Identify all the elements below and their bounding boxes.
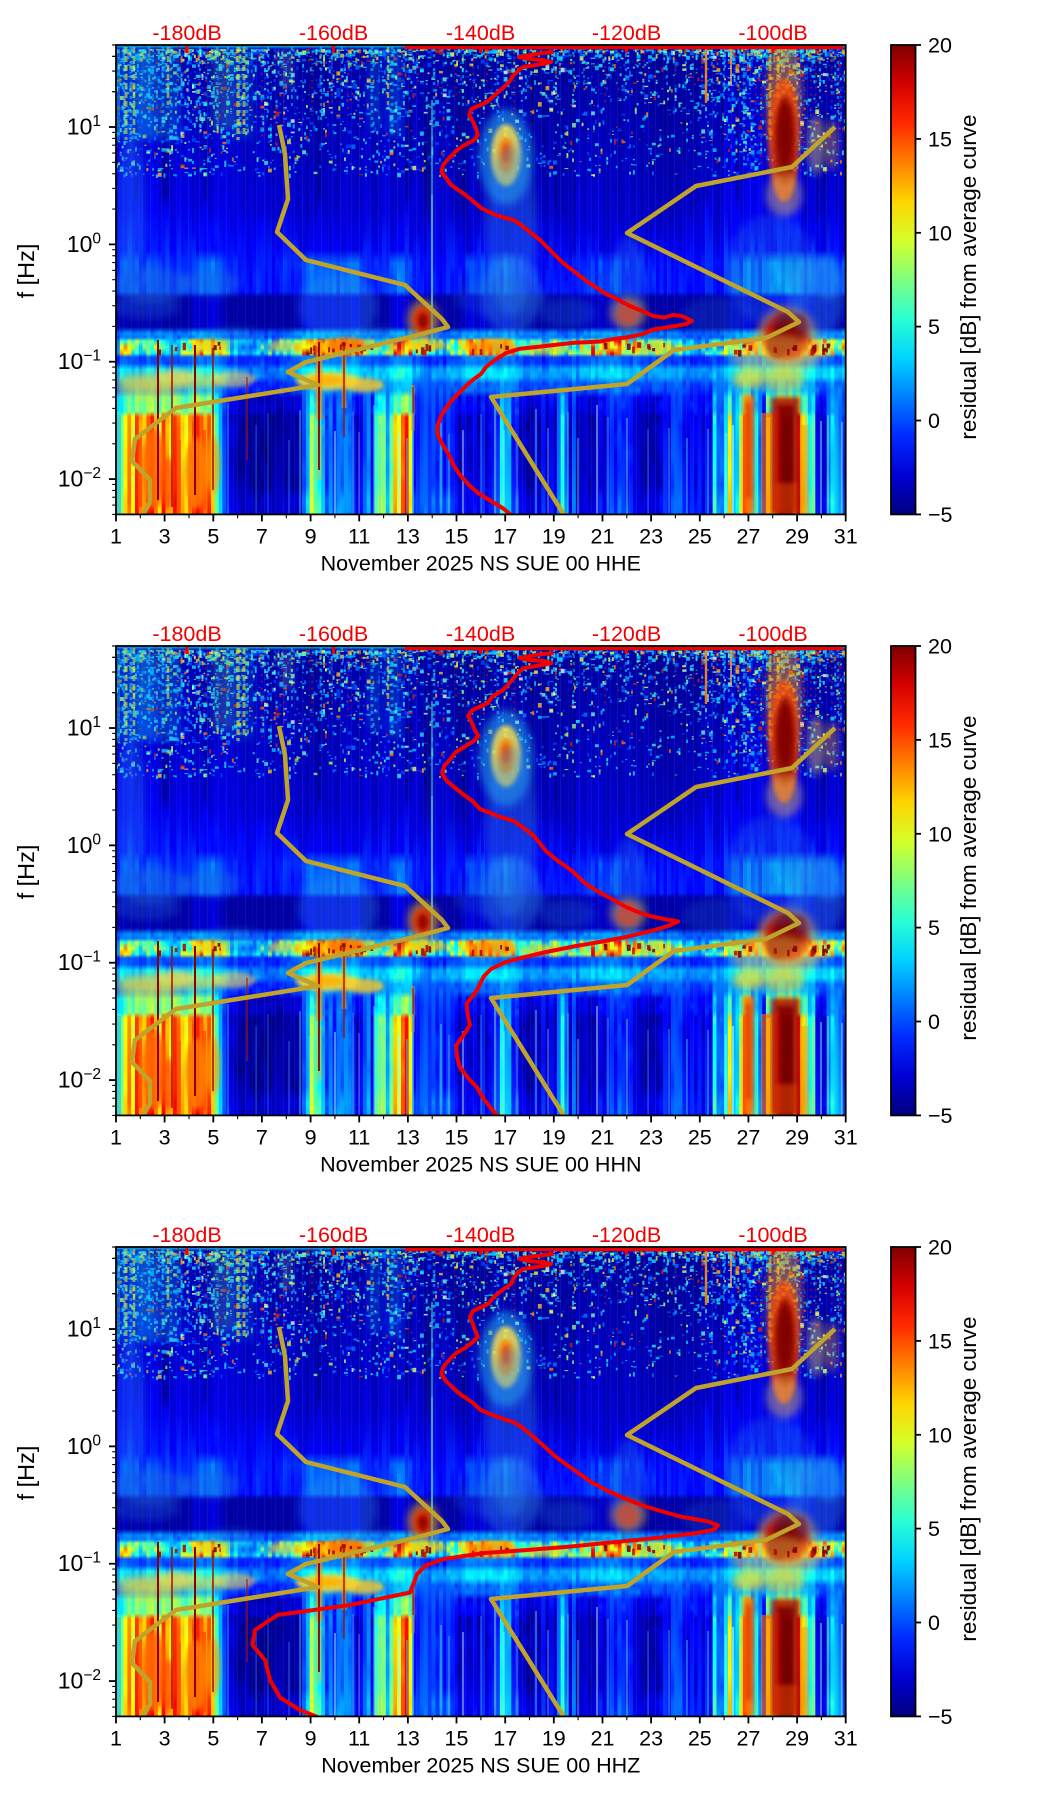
svg-text:5: 5 [928, 315, 940, 339]
svg-text:-180dB: -180dB [152, 1223, 221, 1247]
svg-text:residual [dB] from average cur: residual [dB] from average curve [956, 1316, 981, 1641]
svg-text:0: 0 [928, 1611, 940, 1635]
svg-text:1: 1 [110, 525, 122, 549]
svg-text:5: 5 [928, 1517, 940, 1541]
svg-text:9: 9 [305, 1126, 317, 1150]
svg-text:19: 19 [542, 525, 566, 549]
svg-text:November 2025 NS SUE 00 HHN: November 2025 NS SUE 00 HHN [320, 1153, 641, 1177]
svg-text:31: 31 [834, 525, 858, 549]
svg-text:15: 15 [445, 1727, 469, 1751]
svg-text:0: 0 [928, 1010, 940, 1034]
svg-text:-180dB: -180dB [152, 21, 221, 45]
svg-text:29: 29 [785, 1126, 809, 1150]
svg-text:f [Hz]: f [Hz] [13, 244, 39, 299]
svg-text:23: 23 [639, 525, 663, 549]
svg-text:13: 13 [396, 525, 420, 549]
svg-text:15: 15 [928, 728, 952, 752]
svg-text:0: 0 [928, 409, 940, 433]
svg-text:-100dB: -100dB [738, 21, 807, 45]
svg-text:17: 17 [493, 1727, 517, 1751]
svg-text:9: 9 [305, 525, 317, 549]
svg-text:13: 13 [396, 1126, 420, 1150]
svg-text:20: 20 [928, 34, 952, 58]
svg-text:15: 15 [445, 525, 469, 549]
svg-text:-180dB: -180dB [152, 622, 221, 646]
svg-text:27: 27 [736, 1126, 760, 1150]
svg-text:-120dB: -120dB [592, 21, 661, 45]
svg-text:11: 11 [348, 525, 370, 549]
svg-text:10: 10 [928, 822, 952, 846]
svg-text:−5: −5 [928, 1104, 953, 1128]
svg-text:10−1: 10−1 [58, 1550, 101, 1577]
svg-text:20: 20 [928, 1236, 952, 1260]
svg-text:3: 3 [159, 1126, 171, 1150]
svg-text:15: 15 [928, 1329, 952, 1353]
svg-text:19: 19 [542, 1126, 566, 1150]
svg-text:f [Hz]: f [Hz] [13, 1446, 39, 1501]
svg-text:residual [dB] from average cur: residual [dB] from average curve [956, 114, 981, 439]
svg-text:-160dB: -160dB [299, 1223, 368, 1247]
svg-text:19: 19 [542, 1727, 566, 1751]
svg-text:21: 21 [591, 1727, 615, 1751]
svg-text:31: 31 [834, 1126, 858, 1150]
svg-text:1: 1 [110, 1727, 122, 1751]
svg-text:5: 5 [928, 916, 940, 940]
svg-text:9: 9 [305, 1727, 317, 1751]
svg-text:-100dB: -100dB [738, 622, 807, 646]
svg-text:-160dB: -160dB [299, 21, 368, 45]
svg-text:15: 15 [445, 1126, 469, 1150]
svg-text:10: 10 [928, 221, 952, 245]
svg-text:7: 7 [256, 1126, 268, 1150]
svg-text:November 2025 NS SUE 00 HHE: November 2025 NS SUE 00 HHE [321, 552, 641, 576]
svg-text:7: 7 [256, 525, 268, 549]
svg-text:21: 21 [591, 525, 615, 549]
svg-text:November 2025 NS SUE 00 HHZ: November 2025 NS SUE 00 HHZ [321, 1754, 640, 1778]
svg-text:31: 31 [834, 1727, 858, 1751]
svg-text:11: 11 [348, 1126, 370, 1150]
svg-text:3: 3 [159, 1727, 171, 1751]
svg-text:7: 7 [256, 1727, 268, 1751]
svg-text:20: 20 [928, 635, 952, 659]
svg-text:1: 1 [110, 1126, 122, 1150]
svg-text:25: 25 [688, 525, 712, 549]
svg-text:5: 5 [207, 1727, 219, 1751]
svg-text:-140dB: -140dB [446, 622, 515, 646]
svg-text:13: 13 [396, 1727, 420, 1751]
svg-text:-120dB: -120dB [592, 622, 661, 646]
svg-text:10: 10 [928, 1423, 952, 1447]
svg-text:5: 5 [207, 525, 219, 549]
svg-text:17: 17 [493, 525, 517, 549]
svg-text:15: 15 [928, 127, 952, 151]
svg-text:−5: −5 [928, 1705, 953, 1729]
svg-text:25: 25 [688, 1727, 712, 1751]
svg-text:f [Hz]: f [Hz] [13, 845, 39, 900]
svg-text:23: 23 [639, 1126, 663, 1150]
svg-text:27: 27 [736, 1727, 760, 1751]
svg-text:-160dB: -160dB [299, 622, 368, 646]
svg-text:23: 23 [639, 1727, 663, 1751]
svg-text:27: 27 [736, 525, 760, 549]
svg-text:residual [dB] from average cur: residual [dB] from average curve [956, 715, 981, 1040]
svg-text:-140dB: -140dB [446, 21, 515, 45]
svg-text:-140dB: -140dB [446, 1223, 515, 1247]
svg-text:-100dB: -100dB [738, 1223, 807, 1247]
svg-text:21: 21 [591, 1126, 615, 1150]
svg-text:11: 11 [348, 1727, 370, 1751]
svg-text:-120dB: -120dB [592, 1223, 661, 1247]
svg-text:5: 5 [207, 1126, 219, 1150]
svg-text:29: 29 [785, 525, 809, 549]
svg-text:−5: −5 [928, 503, 953, 527]
svg-text:3: 3 [159, 525, 171, 549]
svg-text:25: 25 [688, 1126, 712, 1150]
svg-text:29: 29 [785, 1727, 809, 1751]
svg-text:17: 17 [493, 1126, 517, 1150]
